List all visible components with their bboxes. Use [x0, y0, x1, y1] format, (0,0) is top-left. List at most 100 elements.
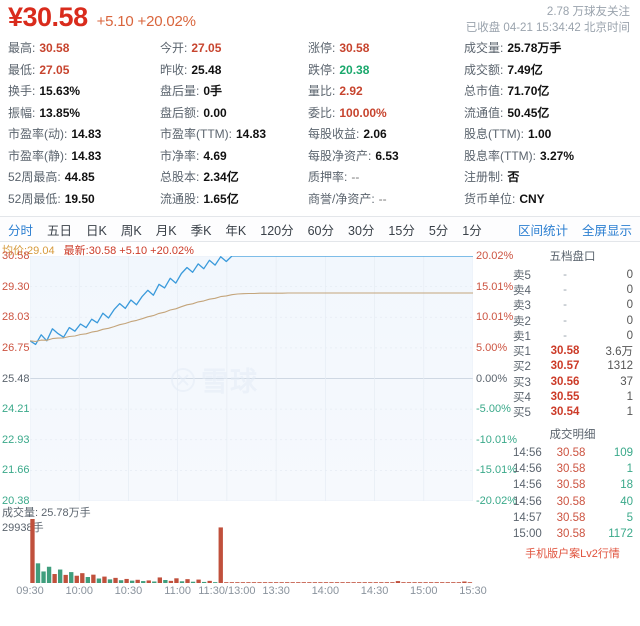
stat-value: 27.05 [191, 41, 222, 55]
stat-value: 14.83 [71, 148, 102, 163]
stat-value: 6.53 [375, 148, 399, 163]
stat-label: 流通股: [160, 191, 200, 206]
stat-value: 25.48 [191, 62, 222, 77]
watermark-text: 雪球 [201, 367, 259, 397]
volume-bar [102, 576, 107, 583]
orderbook-panel: 五档盘口 卖5 - 0 卖4 - 0 卖3 - 0 卖2 - 0 卖1 - 0 买1 30.58 3.6万 买2 30… [505, 242, 640, 597]
orderbook-buy-row: 买2 30.57 1312 [505, 359, 640, 374]
x-tick-5: 13:30 [262, 585, 290, 597]
stat-cell: 跌停: 20.38 [308, 60, 464, 82]
y-tick-left-4: 25.48 [2, 372, 30, 385]
y-tick-right-5: -5.00% [476, 403, 511, 416]
volume-bar [273, 582, 279, 583]
orderbook-buy-row: 买5 30.54 1 [505, 405, 640, 420]
orderbook-level-label: 买5 [513, 407, 531, 420]
period-tab-8[interactable]: 60分 [307, 223, 335, 238]
x-tick-8: 15:00 [410, 585, 438, 597]
period-tab-7[interactable]: 120分 [260, 223, 294, 238]
orderbook-price: - [563, 268, 567, 281]
volume-bar [57, 569, 63, 583]
trade-volume: 1172 [608, 528, 633, 540]
trade-price: 30.58 [556, 511, 586, 524]
stat-value: 2.34亿 [203, 170, 239, 184]
period-tab-10[interactable]: 15分 [388, 223, 415, 238]
period-tab-12[interactable]: 1分 [462, 223, 482, 238]
chart-period-tabbar[interactable]: 分时 五日 日K 周K 月K 季K 年K 120分 60分 30分 15分 5分 1分 区间统计 全屏显示 [0, 216, 640, 242]
stats-row: 换手: 15.63% 盘后量: 0手 量比: 2.92 总市值: 71.70亿 [0, 81, 640, 103]
orderbook-level-label: 买1 [513, 346, 531, 359]
period-tab-3[interactable]: 周K [120, 223, 142, 238]
y-tick-left-6: 22.93 [2, 433, 30, 446]
period-tab-11[interactable]: 5分 [428, 223, 449, 238]
stat-value: 71.70亿 [507, 84, 550, 98]
stat-label: 最低: [8, 62, 36, 77]
lv2-quote-link[interactable]: 手机版户案Lv2行情 [525, 548, 620, 561]
orderbook-volume: 1312 [607, 360, 633, 373]
volume-bar [429, 582, 434, 583]
orderbook-level-label: 卖1 [513, 330, 531, 343]
x-tick-2: 10:30 [114, 585, 143, 597]
header-meta: 2.78 万球友关注 已收盘 04-21 15:34:42 北京时间 [466, 4, 630, 36]
y-tick-left-2: 28.03 [2, 311, 30, 324]
followers-count: 2.78 万球友关注 [546, 6, 630, 18]
x-axis: 09:30 10:00 10:30 11:00 11:30/13:00 13:30 14:0… [0, 585, 505, 599]
chart-tool-1[interactable]: 全屏显示 [581, 223, 632, 238]
period-tab-0[interactable]: 分时 [8, 223, 34, 238]
chart-tools[interactable]: 区间统计 全屏显示 [504, 220, 632, 239]
orderbook-volume: 0 [626, 268, 633, 281]
trade-price: 30.58 [556, 463, 586, 476]
orderbook-volume: 0 [626, 283, 633, 296]
price-line-svg [30, 256, 473, 501]
stat-label: 振幅: [8, 105, 36, 120]
volume-bar [213, 582, 218, 583]
stat-label: 市盈率(静): [8, 148, 68, 163]
orderbook-volume: 1 [626, 406, 633, 419]
stat-label: 涨停: [308, 41, 336, 55]
stat-cell: 换手: 15.63% [0, 81, 160, 103]
stat-cell: 质押率: -- [308, 167, 464, 189]
period-tab-2[interactable]: 日K [86, 223, 107, 238]
stat-cell: 总股本: 2.34亿 [160, 167, 308, 189]
chart-and-orderbook: 均价:29.04 最新:30.58 +5.10 +20.02% 30.58 29.… [0, 242, 640, 597]
x-tick-4: 11:30/13:00 [198, 585, 256, 597]
period-tab-9[interactable]: 30分 [348, 223, 375, 238]
stat-value: 100.00% [339, 105, 387, 120]
y-tick-right-2: 10.01% [476, 311, 514, 324]
period-tab-6[interactable]: 年K [225, 223, 247, 238]
stat-cell: 商誉/净资产: -- [308, 189, 464, 211]
intraday-chart[interactable]: 均价:29.04 最新:30.58 +5.10 +20.02% 30.58 29.… [0, 242, 517, 599]
volume-bar [63, 574, 68, 583]
x-tick-9: 15:30 [459, 585, 487, 597]
volume-bar [224, 582, 229, 583]
volume-bar [207, 580, 212, 583]
volume-bar [107, 579, 113, 583]
volume-title: 成交量: 25.78万手 [2, 507, 91, 519]
volume-bar [257, 582, 262, 583]
period-tabs[interactable]: 分时 五日 日K 周K 月K 季K 年K 120分 60分 30分 15分 5分 1分 [8, 220, 496, 239]
volume-bar [401, 582, 406, 583]
volume-bar [135, 579, 140, 583]
chart-tool-0[interactable]: 区间统计 [517, 223, 568, 238]
trade-row: 14:57 30.58 5 [505, 510, 640, 526]
volume-bar [445, 582, 450, 583]
volume-bar [285, 582, 290, 583]
volume-bar [268, 582, 273, 583]
volume-bar [190, 581, 196, 583]
stat-cell: 成交量: 25.78万手 [464, 38, 640, 60]
stat-label: 股息率(TTM): [464, 148, 536, 163]
trade-time: 14:56 [513, 463, 542, 476]
volume-bar [301, 582, 306, 583]
stat-label: 换手: [8, 84, 36, 98]
stat-value: 0.00 [203, 105, 227, 120]
period-tab-5[interactable]: 季K [190, 223, 212, 238]
period-tab-4[interactable]: 月K [155, 223, 177, 238]
stat-label: 今开: [160, 41, 188, 55]
volume-bar [323, 582, 329, 583]
stat-value: 27.05 [39, 62, 70, 77]
stat-value: 20.38 [339, 62, 370, 77]
period-tab-1[interactable]: 五日 [47, 223, 73, 238]
stats-row: 市盈率(静): 14.83 市净率: 4.69 每股净资产: 6.53 股息率(TTM): 3… [0, 146, 640, 168]
volume-bar [141, 581, 146, 583]
orderbook-price: 30.58 [550, 345, 580, 358]
stat-value: 30.58 [339, 41, 370, 55]
